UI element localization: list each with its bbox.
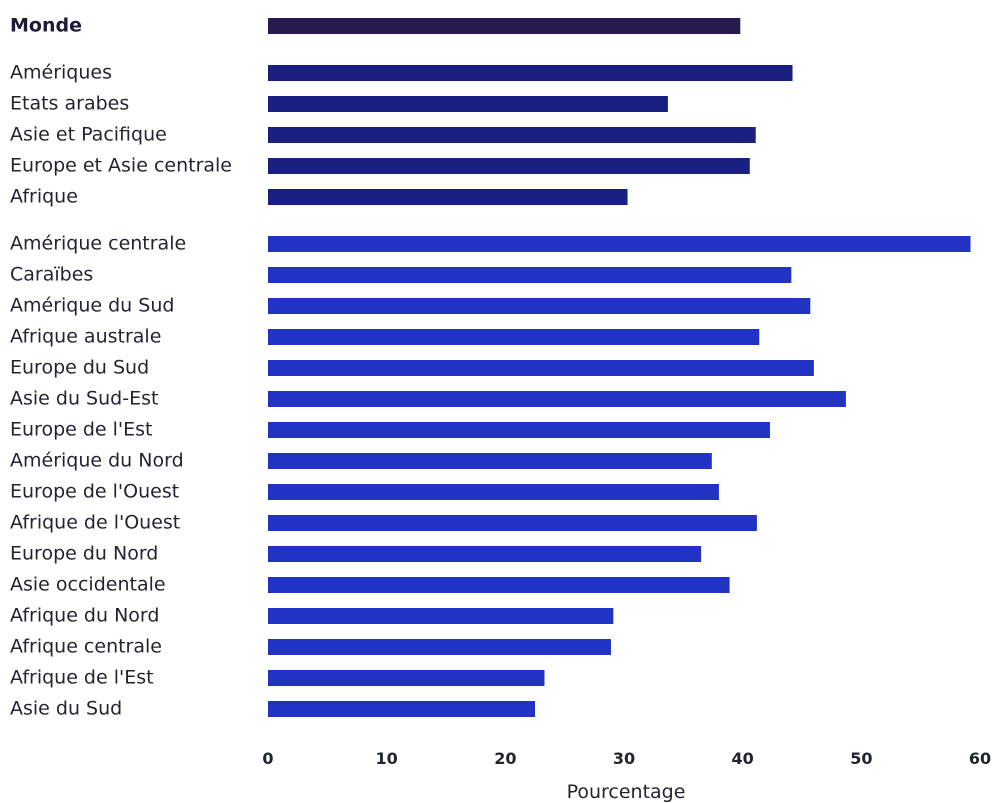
bar <box>268 360 814 376</box>
category-label: Afrique de l'Ouest <box>10 512 180 534</box>
category-label: Afrique du Nord <box>10 605 159 627</box>
category-label: Europe de l'Est <box>10 419 153 441</box>
x-axis-title: Pourcentage <box>567 781 686 803</box>
bar <box>268 670 545 686</box>
category-label: Afrique australe <box>10 326 161 348</box>
x-tick-label: 10 <box>376 749 398 768</box>
bar <box>268 701 535 717</box>
x-tick-label: 60 <box>969 749 991 768</box>
category-label: Asie occidentale <box>10 574 166 596</box>
bar <box>268 608 614 624</box>
category-label: Afrique <box>10 186 78 208</box>
category-label: Monde <box>10 15 82 37</box>
bar <box>268 158 750 174</box>
x-axis-ticks: 0 10 20 30 40 50 60 <box>262 749 991 768</box>
bar <box>268 546 702 562</box>
x-tick-label: 40 <box>732 749 754 768</box>
category-label: Amérique du Nord <box>10 450 184 472</box>
bar <box>268 484 719 500</box>
category-label: Amérique centrale <box>10 233 186 255</box>
category-label: Etats arabes <box>10 93 129 115</box>
bar <box>268 65 793 81</box>
category-label: Asie et Pacifique <box>10 124 167 146</box>
category-label: Amériques <box>10 62 112 84</box>
category-label: Afrique centrale <box>10 636 162 658</box>
category-label: Europe et Asie centrale <box>10 155 232 177</box>
bar <box>268 391 846 407</box>
bar <box>268 329 760 345</box>
category-label: Caraïbes <box>10 264 93 286</box>
bar <box>268 236 971 252</box>
category-label: Afrique de l'Est <box>10 667 154 689</box>
bars-layer <box>268 18 971 717</box>
bar <box>268 515 757 531</box>
x-tick-label: 20 <box>494 749 516 768</box>
category-label: Asie du Sud-Est <box>10 388 158 410</box>
category-labels: Monde Amériques Etats arabes Asie et Pacifi… <box>10 15 232 720</box>
category-label: Amérique du Sud <box>10 295 174 317</box>
x-tick-label: 50 <box>850 749 872 768</box>
bar <box>268 639 611 655</box>
bar <box>268 189 628 205</box>
category-label: Europe du Nord <box>10 543 158 565</box>
bar <box>268 96 668 112</box>
bar <box>268 577 730 593</box>
bar <box>268 453 712 469</box>
category-label: Europe du Sud <box>10 357 149 379</box>
bar <box>268 127 756 143</box>
x-tick-label: 0 <box>262 749 273 768</box>
bar <box>268 422 770 438</box>
bar <box>268 18 741 34</box>
category-label: Asie du Sud <box>10 698 122 720</box>
bar <box>268 298 811 314</box>
category-label: Europe de l'Ouest <box>10 481 179 503</box>
x-tick-label: 30 <box>613 749 635 768</box>
bar <box>268 267 792 283</box>
